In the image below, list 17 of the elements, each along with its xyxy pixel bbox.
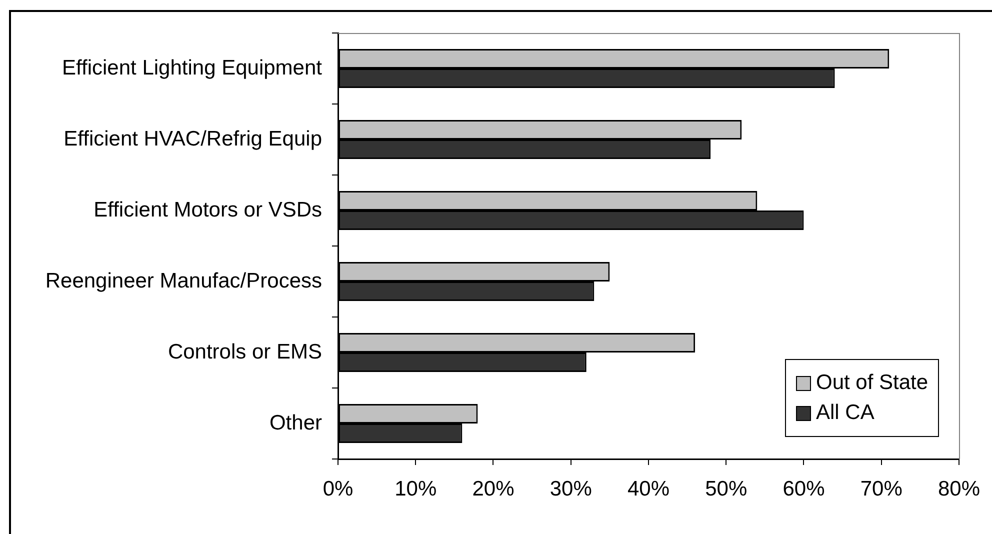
y-tick-label: Other: [269, 411, 322, 434]
x-tick-label: 60%: [782, 477, 825, 500]
x-tick-label: 50%: [705, 477, 748, 500]
x-tick-label: 20%: [472, 477, 514, 500]
y-tick-label: Efficient HVAC/Refrig Equip: [64, 127, 322, 150]
y-tick-label: Efficient Lighting Equipment: [62, 56, 322, 80]
y-tick-label: Reengineer Manufac/Process: [45, 269, 322, 292]
x-tick-label: 40%: [627, 477, 670, 500]
y-tick-label: Efficient Motors or VSDs: [94, 198, 322, 222]
x-tick-label: 70%: [860, 477, 902, 500]
legend-label: Out of State: [816, 371, 928, 395]
x-tick-label: 0%: [322, 477, 354, 500]
x-tick-label: 30%: [550, 477, 592, 500]
x-tick-label: 10%: [394, 477, 437, 500]
y-tick-label: Controls or EMS: [168, 340, 322, 364]
legend-label: All CA: [816, 401, 874, 425]
x-tick-label: 80%: [938, 477, 980, 500]
